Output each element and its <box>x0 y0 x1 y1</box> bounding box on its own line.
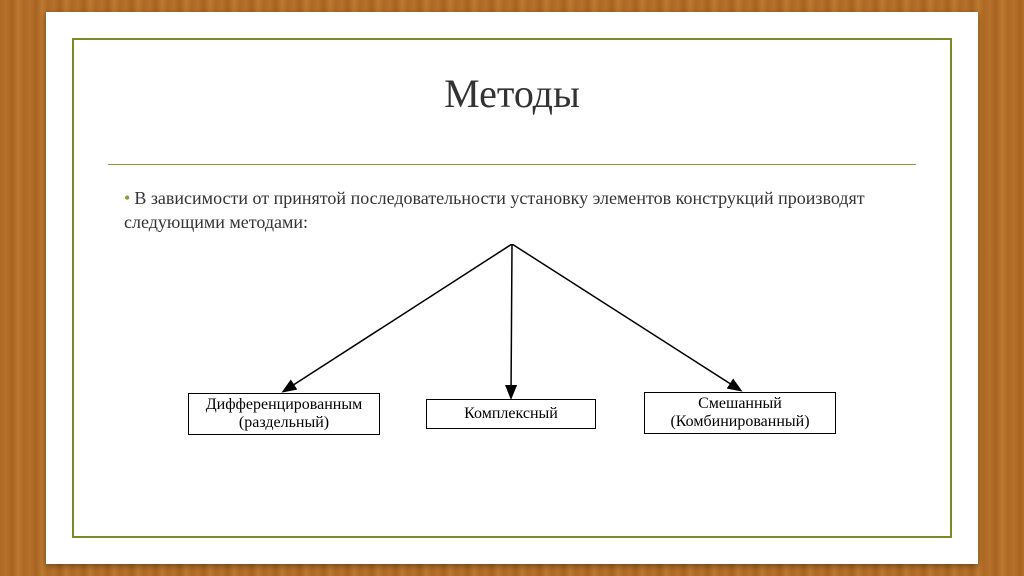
slide-title: Методы <box>46 70 978 117</box>
diagram-node: Дифференцированным (раздельный) <box>188 393 380 435</box>
body-content: В зависимости от принятой последовательн… <box>124 188 865 232</box>
diagram-edge <box>284 244 512 391</box>
title-divider <box>108 164 916 166</box>
diagram-edge <box>511 244 512 397</box>
diagram-arrows <box>106 244 918 484</box>
wood-background: Методы •В зависимости от принятой послед… <box>0 0 1024 576</box>
diagram-node: Комплексный <box>426 399 596 429</box>
bullet-icon: • <box>124 188 130 208</box>
diagram-edge <box>512 244 740 390</box>
diagram-area: Дифференцированным (раздельный) Комплексн… <box>106 244 918 484</box>
body-text: •В зависимости от принятой последователь… <box>124 186 908 235</box>
diagram-node: Смешанный (Комбинированный) <box>644 392 836 434</box>
slide-card: Методы •В зависимости от принятой послед… <box>46 12 978 564</box>
